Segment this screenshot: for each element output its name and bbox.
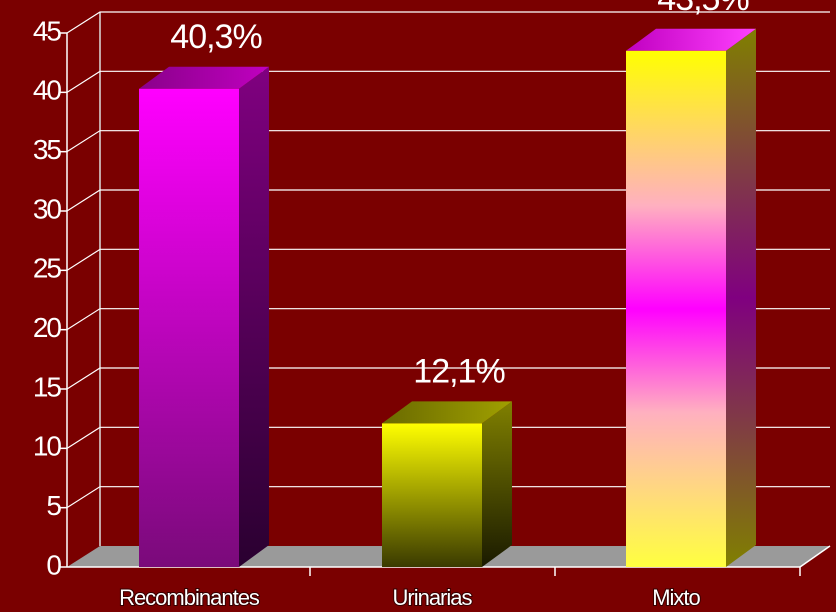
x-tick-label: Recombinantes [119,585,260,610]
y-tick-label: 10 [33,431,62,462]
y-tick-label: 30 [33,193,62,224]
y-tick-label: 25 [33,253,62,284]
grid-line [66,130,830,153]
bar-top [139,66,269,89]
bar-front [626,50,726,568]
y-tick-label: 0 [46,549,61,580]
x-tick-label: Mixto [652,585,700,610]
y-tick-label: 20 [33,312,62,343]
bar-side [239,66,269,568]
bar-side [482,401,512,567]
grid-line [66,189,830,212]
y-tick-label: 5 [46,490,61,521]
floor-edge [799,545,831,568]
y-tick-label: 35 [33,134,62,165]
x-tick-label: Urinarias [392,585,472,610]
grid-line [66,308,830,331]
bar-front [382,423,482,567]
y-tick-label: 45 [33,15,62,46]
value-label: 40,3% [170,18,262,56]
bar [382,401,512,567]
grid-line [66,70,830,93]
grid-line [66,248,830,271]
bar-side [726,28,756,568]
bar-top [382,401,512,424]
value-label: 12,1% [413,352,505,390]
bar [139,66,269,568]
grid-line [66,486,830,509]
bar [626,28,756,568]
grid-line [66,11,830,34]
bar-front [139,88,239,568]
y-tick-label: 15 [33,371,62,402]
bar-top [626,28,756,51]
grid-line [66,367,830,390]
value-label: 43,5% [657,0,749,18]
grid-line [66,426,830,449]
y-tick-label: 40 [33,75,62,106]
